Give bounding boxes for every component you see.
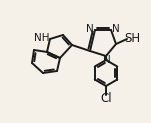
Text: NH: NH (34, 33, 50, 43)
Text: Cl: Cl (100, 92, 112, 106)
Text: N: N (86, 24, 94, 34)
Text: SH: SH (124, 31, 140, 45)
Text: N: N (103, 55, 111, 65)
Text: N: N (112, 24, 120, 34)
